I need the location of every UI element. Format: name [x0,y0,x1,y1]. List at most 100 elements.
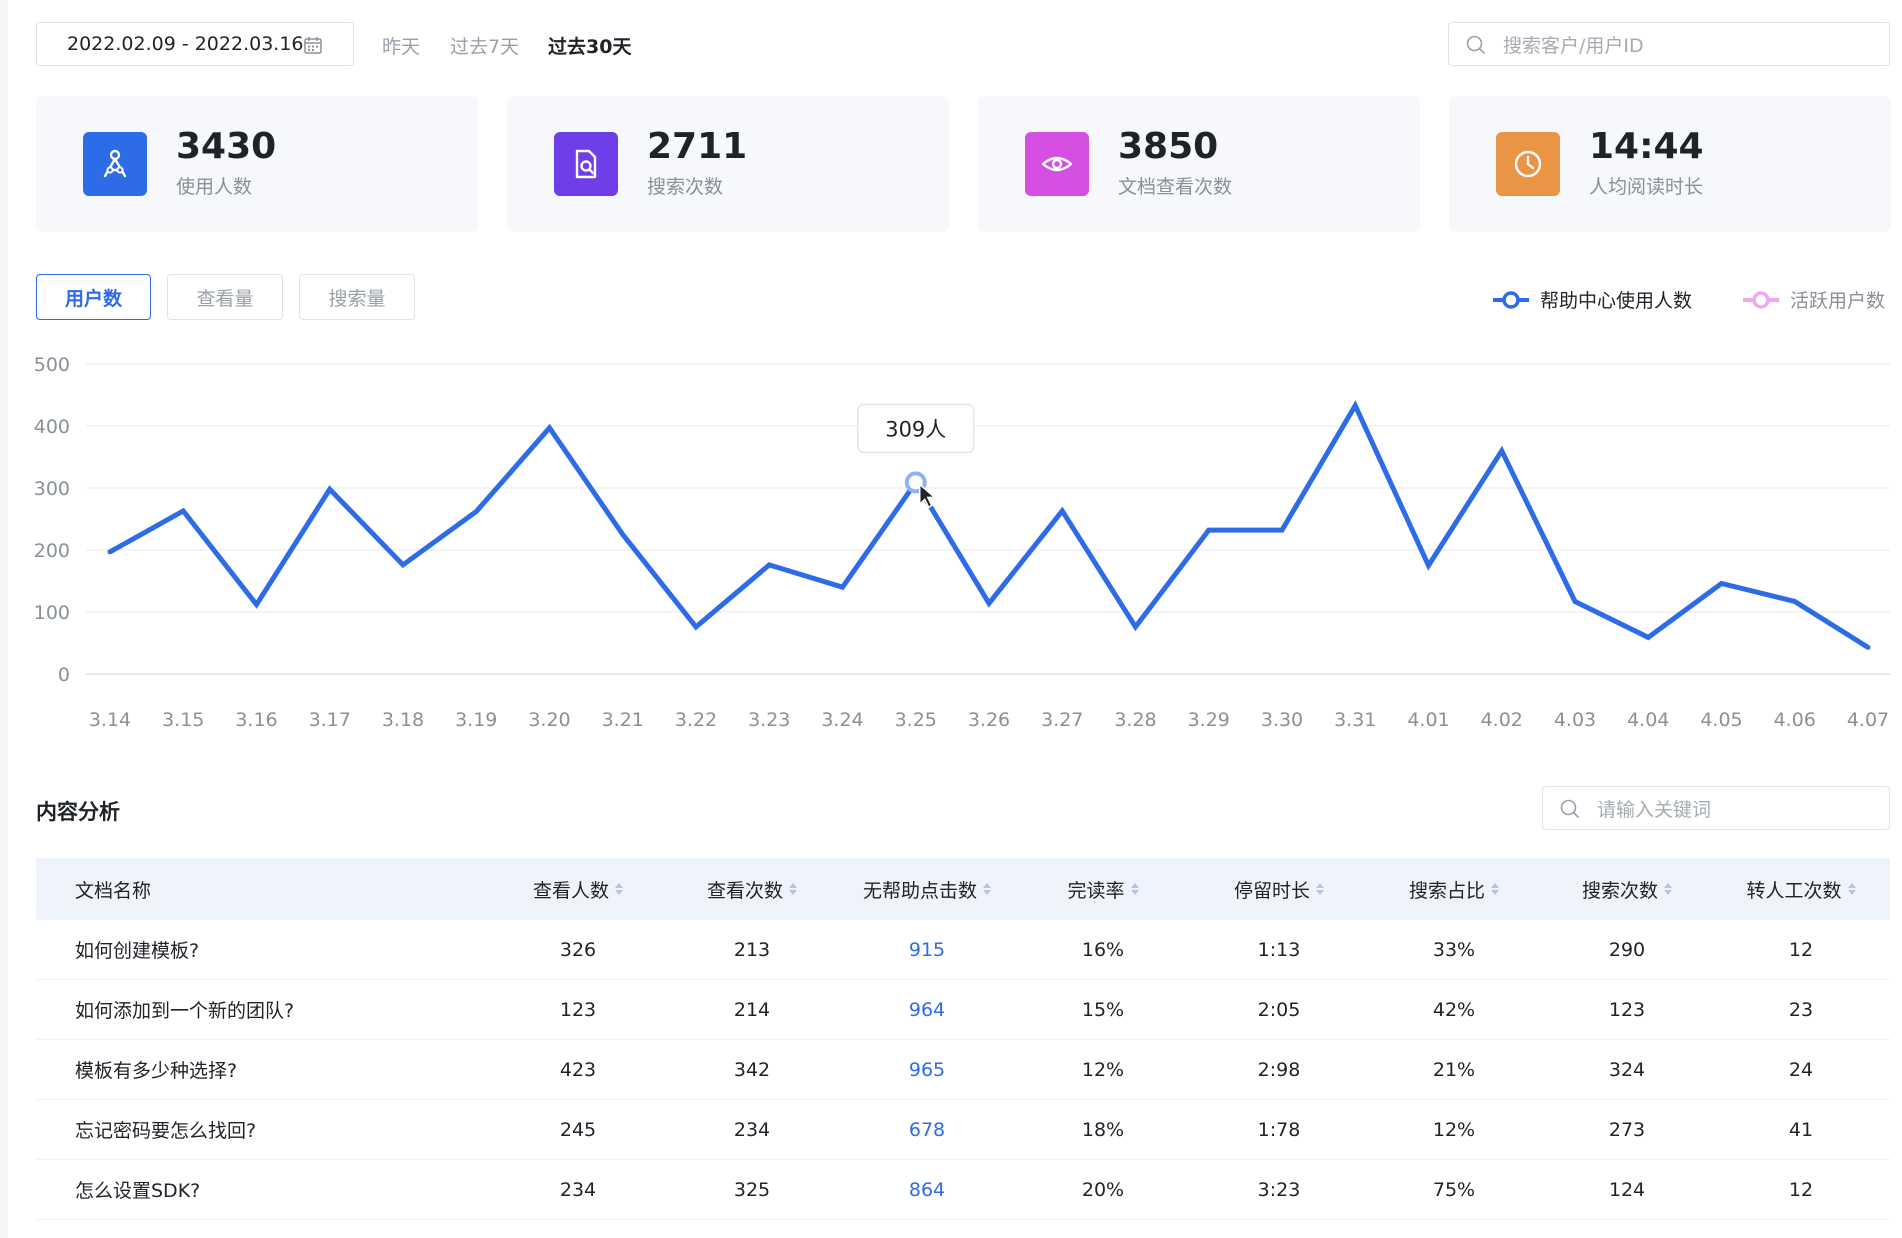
date-range-picker[interactable]: 2022.02.09 - 2022.03.16 [36,22,354,66]
tooltip-text: 309人 [885,417,946,441]
keyword-search-placeholder: 请输入关键词 [1597,798,1712,821]
left-gutter [0,0,8,1238]
column-header-completion-rate[interactable]: 完读率 [1014,876,1192,903]
search-icon [1466,35,1485,54]
viewers-cell: 326 [559,938,597,961]
y-tick-label: 200 [34,540,70,562]
search-count-cell: 290 [1608,938,1646,961]
table-row[interactable]: 模板有多少种选择? 423 342 965 12% 2:98 21% 324 2… [36,1040,1890,1100]
search-count-cell: 123 [1608,998,1646,1021]
doc-name-link[interactable]: 如何创建模板? [75,940,200,962]
legend-item-help-center-users[interactable]: 帮助中心使用人数 [1492,286,1692,313]
unhelpful-clicks-link[interactable]: 915 [908,938,946,961]
handoff-count-cell: 12 [1788,1178,1814,1201]
customer-search-placeholder: 搜索客户/用户ID [1503,34,1644,57]
sort-icon[interactable] [1130,883,1139,895]
views-cell: 325 [733,1178,771,1201]
x-tick-label: 3.14 [89,709,131,731]
sort-icon[interactable] [1316,883,1324,895]
search-share-cell: 42% [1432,998,1476,1021]
doc-name-link[interactable]: 模板有多少种选择? [75,1060,238,1082]
column-header-unhelpful-clicks[interactable]: 无帮助点击数 [840,876,1014,903]
table-row[interactable]: 如何添加到一个新的团队? 123 214 964 15% 2:05 42% 12… [36,980,1890,1040]
stat-reading-time-value: 14:44 [1589,126,1704,167]
column-header-viewers[interactable]: 查看人数 [492,876,664,903]
tab-users[interactable]: 用户数 [36,274,151,320]
views-cell: 234 [733,1118,771,1141]
table-row[interactable]: 如何创建模板? 326 213 915 16% 1:13 33% 290 12 [36,920,1890,980]
stat-card-users: 3430 使用人数 [36,96,478,232]
column-header-handoff-count[interactable]: 转人工次数 [1712,876,1890,903]
handoff-count-cell: 41 [1788,1118,1814,1141]
table-row[interactable]: 怎么设置SDK? 234 325 864 20% 3:23 75% 124 12 [36,1160,1890,1220]
doc-name-link[interactable]: 如何添加到一个新的团队? [75,1000,295,1022]
column-header-search-share[interactable]: 搜索占比 [1366,876,1542,903]
stat-doc-views-value: 3850 [1118,126,1219,167]
dwell-time-cell: 2:98 [1257,1058,1301,1081]
column-header-dwell-time[interactable]: 停留时长 [1192,876,1366,903]
column-header-views[interactable]: 查看次数 [664,876,840,903]
completion-rate-cell: 12% [1081,1058,1125,1081]
viewers-cell: 423 [559,1058,597,1081]
views-cell: 213 [733,938,771,961]
customer-search-input[interactable]: 搜索客户/用户ID [1448,22,1890,66]
legend-item-active-users[interactable]: 活跃用户数 [1742,286,1885,313]
quick-range-30-days[interactable]: 过去30天 [548,36,632,58]
unhelpful-clicks-link[interactable]: 965 [908,1058,946,1081]
y-tick-label: 400 [34,416,70,438]
doc-name-link[interactable]: 忘记密码要怎么找回? [75,1120,257,1142]
x-tick-label: 3.26 [968,709,1010,731]
legend-line-marker-icon [1493,290,1529,309]
sort-icon[interactable] [983,883,991,895]
y-tick-label: 500 [34,354,70,376]
x-tick-label: 3.15 [162,709,204,731]
quick-range-yesterday[interactable]: 昨天 [382,36,421,58]
doc-name-link[interactable]: 怎么设置SDK? [75,1180,201,1202]
date-range-text: 2022.02.09 - 2022.03.16 [67,33,304,55]
content-table: 文档名称 查看人数 查看次数 无帮助点击数 完读率 停留时长 搜索占比 搜索次数… [36,858,1890,1220]
stat-reading-time-label: 人均阅读时长 [1589,176,1704,198]
completion-rate-cell: 15% [1081,998,1125,1021]
x-tick-label: 4.02 [1481,709,1523,731]
x-tick-label: 3.30 [1261,709,1303,731]
search-count-cell: 273 [1608,1118,1646,1141]
unhelpful-clicks-link[interactable]: 864 [908,1178,946,1201]
stat-searches-label: 搜索次数 [647,176,724,198]
x-tick-label: 4.03 [1554,709,1596,731]
cursor-icon [919,482,937,509]
series-line [107,400,1871,650]
tab-views[interactable]: 查看量 [167,274,283,320]
stat-card-doc-views: 3850 文档查看次数 [978,96,1420,232]
handoff-count-cell: 12 [1788,938,1814,961]
sort-icon[interactable] [789,883,797,895]
search-count-cell: 124 [1608,1178,1646,1201]
viewers-cell: 245 [559,1118,597,1141]
handoff-count-cell: 23 [1788,998,1814,1021]
table-row[interactable]: 忘记密码要怎么找回? 245 234 678 18% 1:78 12% 273 … [36,1100,1890,1160]
handoff-count-cell: 24 [1788,1058,1814,1081]
search-icon [1560,799,1579,818]
legend-label: 活跃用户数 [1790,290,1886,312]
sort-icon[interactable] [1664,883,1672,895]
doc-search-icon [554,132,618,196]
unhelpful-clicks-link[interactable]: 678 [908,1118,946,1141]
sort-icon[interactable] [1847,883,1856,895]
stat-card-searches: 2711 搜索次数 [507,96,949,232]
keyword-search-input[interactable]: 请输入关键词 [1542,786,1890,830]
x-tick-label: 4.01 [1407,709,1449,731]
dwell-time-cell: 1:78 [1257,1118,1301,1141]
x-tick-label: 3.17 [309,709,351,731]
x-tick-label: 3.28 [1114,709,1156,731]
sort-icon[interactable] [615,883,623,895]
x-tick-label: 3.21 [602,709,644,731]
tab-searches[interactable]: 搜索量 [299,274,415,320]
sort-icon[interactable] [1491,883,1499,895]
column-header-search-count[interactable]: 搜索次数 [1542,876,1712,903]
x-tick-label: 3.23 [748,709,790,731]
quick-range-7-days[interactable]: 过去7天 [450,36,520,58]
search-share-cell: 75% [1432,1178,1476,1201]
unhelpful-clicks-link[interactable]: 964 [908,998,946,1021]
x-tick-label: 3.25 [895,709,937,731]
table-header: 文档名称 查看人数 查看次数 无帮助点击数 完读率 停留时长 搜索占比 搜索次数… [36,858,1890,920]
stat-card-reading-time: 14:44 人均阅读时长 [1449,96,1891,232]
